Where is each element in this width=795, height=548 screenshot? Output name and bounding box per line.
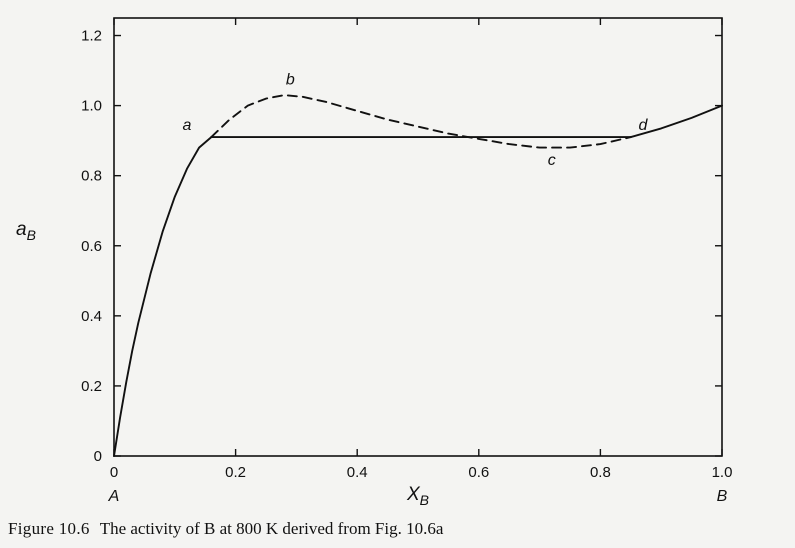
x-end-label-left: A: [108, 488, 120, 505]
y-tick-label: 0.2: [81, 378, 102, 395]
y-tick-label: 0.8: [81, 168, 102, 185]
x-tick-label: 0.2: [225, 464, 246, 481]
x-tick-label: 0: [110, 464, 118, 481]
y-tick-label: 1.0: [81, 98, 102, 115]
plot-frame: [113, 17, 723, 457]
solid-curve-0: [113, 136, 213, 457]
y-axis-title-subscript: B: [27, 227, 36, 243]
y-tick-label: 0.4: [81, 308, 102, 325]
y-tick-label: 0.6: [81, 238, 102, 255]
x-tick-label: 1.0: [712, 464, 733, 481]
x-tick-label: 0.6: [468, 464, 489, 481]
x-axis-title-subscript: B: [420, 492, 429, 508]
figure-number: Figure 10.6: [8, 519, 90, 538]
y-tick-label: 1.2: [81, 28, 102, 45]
x-end-label-right: B: [717, 488, 728, 505]
dashed-curve: [210, 94, 632, 149]
solid-curve-2: [629, 104, 723, 139]
point-label-c: c: [548, 152, 556, 169]
chart-ticks: 0 0.2 0.4 0.6 0.8 1.0 0 0.2 0.4 0.6 0.8 1.0 1.2: [81, 18, 732, 481]
point-label-d: d: [639, 117, 649, 134]
figure-caption-text: The activity of B at 800 K derived from …: [99, 519, 444, 538]
point-label-b: b: [286, 72, 295, 89]
x-tick-label: 0.8: [590, 464, 611, 481]
chart-axes: [113, 17, 723, 457]
x-tick-label: 0.4: [347, 464, 368, 481]
y-axis-title: aB: [16, 219, 36, 243]
point-label-a: a: [183, 117, 192, 134]
y-tick-label: 0: [94, 448, 102, 465]
chart-series: [113, 94, 723, 457]
figure-caption: Figure 10.6 The activity of B at 800 K de…: [8, 519, 443, 539]
x-axis-title: XB: [406, 484, 429, 508]
